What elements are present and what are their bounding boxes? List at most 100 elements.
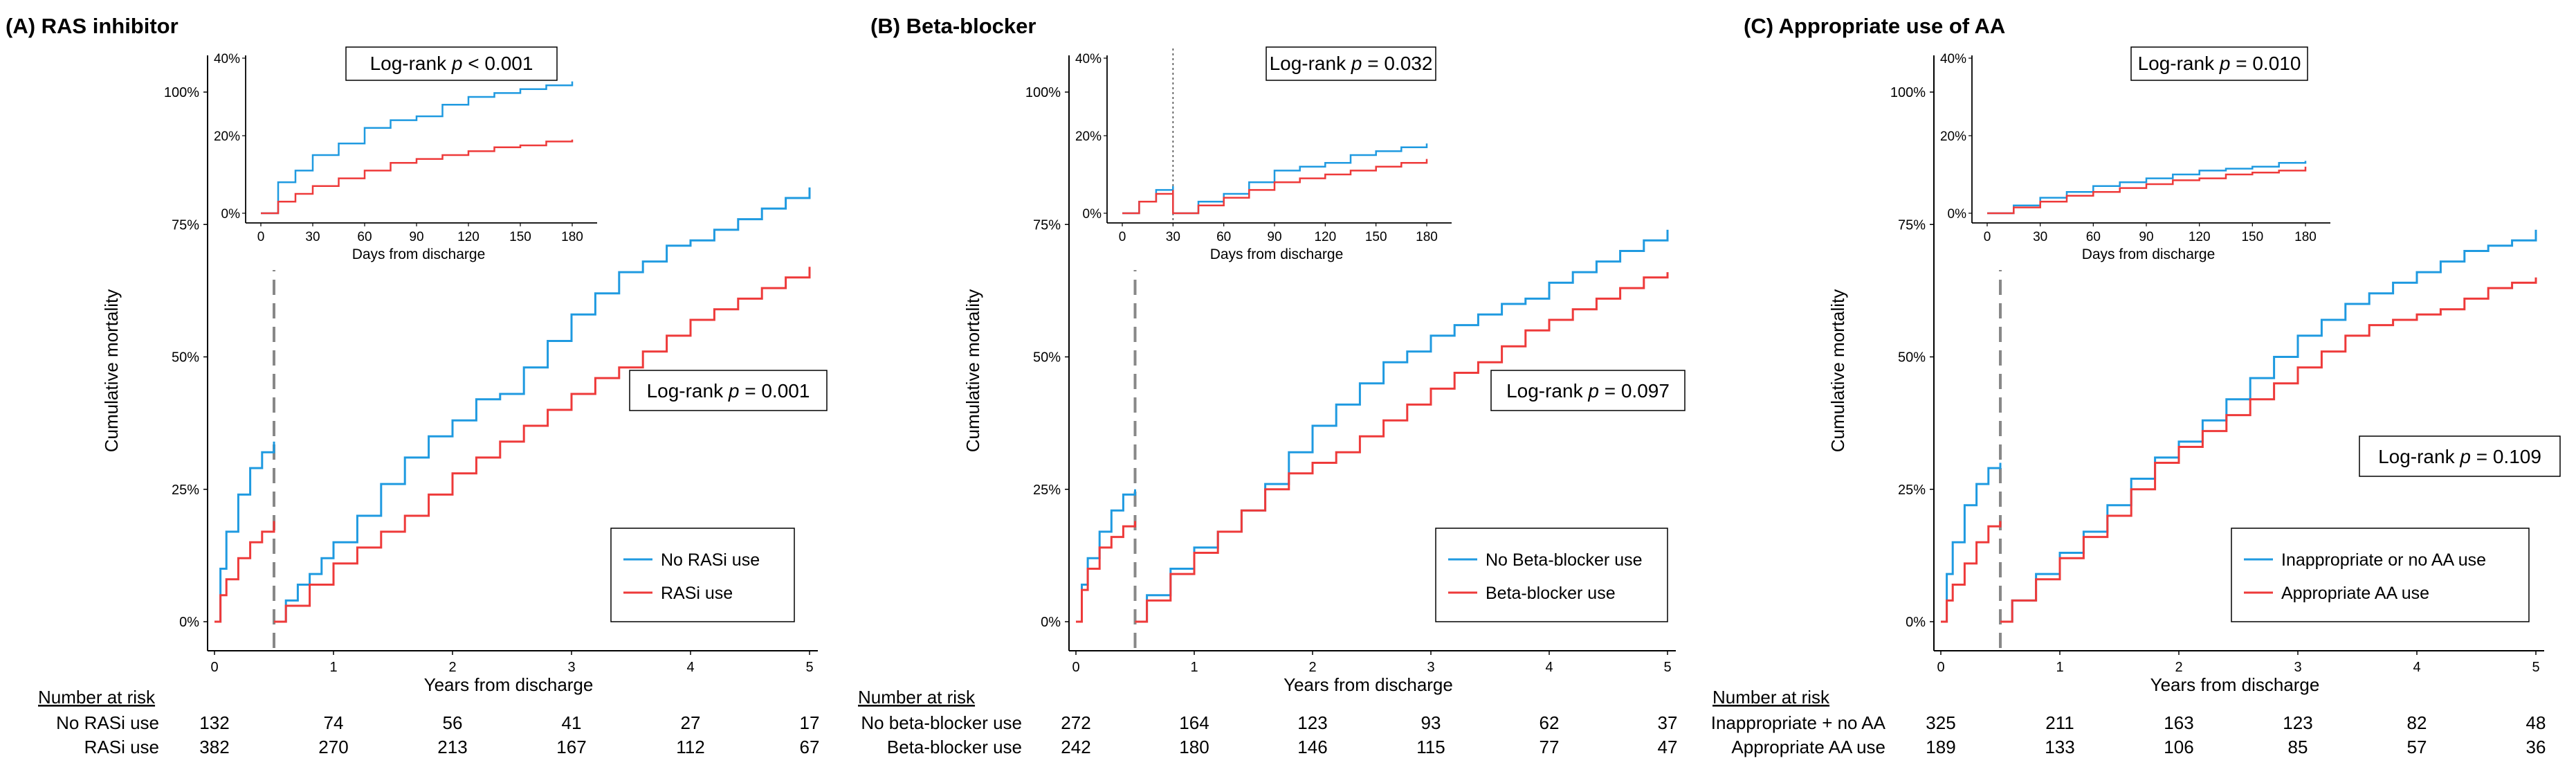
logrank-text-p: p [728,380,740,402]
risk-value: 47 [1658,737,1678,757]
y-tick-label: 25% [1898,483,1926,498]
risk-value: 272 [1061,712,1090,733]
risk-value: 67 [800,737,820,757]
risk-row-label: No RASi use [56,712,159,733]
risk-value: 106 [2164,737,2193,757]
risk-value: 123 [1297,712,1327,733]
x-tick-label: 0 [210,660,218,675]
risk-value: 211 [2045,712,2074,733]
inset-logrank-text-prefix: Log-rank [370,53,452,74]
series-1-early-line [1941,521,2002,623]
inset-y-tick-label: 0% [1083,207,1102,222]
logrank-text-prefix: Log-rank [647,380,729,402]
inset-x-tick-label: 180 [1416,230,1438,244]
inset-x-tick-label: 0 [1119,230,1126,244]
risk-value: 77 [1540,737,1560,757]
inset-x-tick-label: 150 [1365,230,1387,244]
risk-value: 36 [2526,737,2546,757]
inset-x-tick-label: 180 [2294,230,2317,244]
y-tick-label: 100% [164,85,199,100]
series-1-late-line [1135,272,1669,623]
y-tick-label: 0% [1906,615,1926,630]
legend-label: No Beta-blocker use [1486,550,1643,570]
y-axis-label: Cumulative mortality [962,289,983,453]
inset-series-0-line [261,81,574,215]
panel-a: (A) RAS inhibitor 0% 25% 50% 75% 100% 0 1 2 3 4 5 Ye… [6,14,828,757]
x-tick-label: 4 [1545,660,1553,675]
inset-series-1-line [1987,166,2307,215]
risk-value: 270 [318,737,348,757]
legend-label: RASi use [661,584,733,603]
inset-x-tick-label: 30 [2033,230,2047,244]
inset-logrank-text-prefix: Log-rank [1270,53,1351,74]
logrank-box [2359,435,2561,477]
risk-value: 164 [1179,712,1209,733]
inset-x-tick-label: 60 [2086,230,2101,244]
x-tick-label: 2 [448,660,456,675]
inset-chart: 0% 20% 40% 0 30 60 90 120 150 180 Days from discha… [1940,42,2353,270]
x-tick-label: 5 [2532,660,2539,675]
inset-x-tick-label: 180 [561,230,583,244]
inset-series-1-line [261,139,574,215]
y-tick-label: 0% [1041,615,1061,630]
legend-box [610,528,795,622]
inset-x-tick-label: 150 [509,230,531,244]
inset-x-tick-label: 150 [2241,230,2263,244]
inset-logrank-text-suffix: < 0.001 [462,53,533,74]
inset-x-tick-label: 120 [1314,230,1336,244]
risk-value: 85 [2288,737,2308,757]
risk-value: 62 [1540,712,1560,733]
risk-value: 132 [199,712,229,733]
inset-x-tick-label: 30 [305,230,320,244]
risk-value: 93 [1421,712,1441,733]
logrank-text: Log-rank p = 0.001 [647,380,810,402]
legend-label: Inappropriate or no AA use [2281,550,2486,570]
logrank-box [629,370,828,411]
inset-y-tick-label: 0% [1948,207,1967,222]
inset-chart: 0% 20% 40% 0 30 60 90 120 150 180 Days from discha… [1075,42,1474,270]
legend-box [2231,528,2530,622]
logrank-box [1490,370,1686,411]
y-tick-label: 50% [1898,350,1926,366]
risk-table-title: Number at risk [38,687,156,708]
logrank-text-suffix: = 0.001 [739,380,810,402]
risk-value: 37 [1658,712,1678,733]
inset-logrank-text: Log-rank p < 0.001 [370,53,533,74]
x-tick-label: 0 [1937,660,1944,675]
inset-series-1-line [1122,159,1428,215]
series-1-late-line [274,267,811,623]
inset-x-tick-label: 30 [1166,230,1180,244]
y-tick-label: 50% [1033,350,1061,366]
risk-value: 115 [1416,737,1445,757]
x-axis-label: Years from discharge [1284,674,1453,695]
series-0-early-line [1941,462,2002,623]
risk-value: 17 [800,712,820,733]
legend-label: Beta-blocker use [1486,584,1616,603]
panel-title: (B) Beta-blocker [870,14,1036,38]
risk-value: 27 [681,712,701,733]
inset-y-tick-label: 40% [214,52,240,66]
panel-title: (A) RAS inhibitor [6,14,179,38]
inset-y-tick-label: 0% [221,207,241,222]
inset-x-tick-label: 90 [409,230,423,244]
x-tick-label: 3 [567,660,575,675]
inset-y-tick-label: 40% [1075,52,1102,66]
inset-y-tick-label: 20% [1075,129,1102,144]
risk-row-label: RASi use [84,737,159,757]
y-tick-label: 75% [1898,217,1926,233]
risk-row-label: Appropriate AA use [1731,737,1885,757]
x-tick-label: 1 [1190,660,1198,675]
inset-logrank-box [2130,46,2308,81]
inset-x-tick-label: 120 [457,230,479,244]
risk-row-label: Beta-blocker use [887,737,1022,757]
panel-title: (C) Appropriate use of AA [1744,14,2005,38]
x-tick-label: 4 [2413,660,2420,675]
risk-value: 57 [2407,737,2427,757]
inset-logrank-text: Log-rank p = 0.010 [2138,53,2301,74]
logrank-text-suffix: = 0.097 [1599,380,1670,402]
inset-x-axis-label: Days from discharge [2082,246,2216,262]
risk-value: 123 [2283,712,2312,733]
legend-box [1435,528,1668,622]
